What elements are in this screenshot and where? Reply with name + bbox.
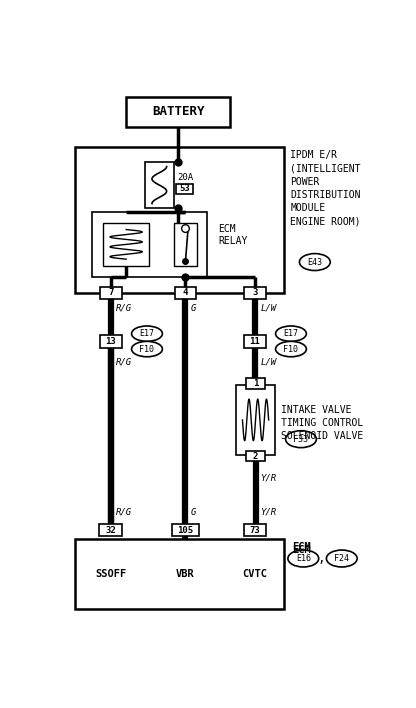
Bar xyxy=(172,524,198,536)
Bar xyxy=(246,378,265,389)
Text: 4: 4 xyxy=(183,288,188,297)
Circle shape xyxy=(182,224,189,232)
Text: Y/R: Y/R xyxy=(260,508,276,517)
Bar xyxy=(126,96,230,127)
Bar xyxy=(236,385,275,455)
Text: ECM
RELAY: ECM RELAY xyxy=(218,224,248,246)
Text: F10: F10 xyxy=(139,345,154,353)
Bar xyxy=(244,524,265,536)
Text: CVTC: CVTC xyxy=(242,569,267,579)
Text: 73: 73 xyxy=(250,525,260,535)
Text: R/G: R/G xyxy=(116,358,132,367)
Text: F24: F24 xyxy=(334,554,349,563)
Text: F10: F10 xyxy=(283,345,298,353)
Text: 2: 2 xyxy=(253,452,258,461)
Text: BATTERY: BATTERY xyxy=(152,105,204,118)
Text: E16: E16 xyxy=(296,554,311,563)
Text: R/G: R/G xyxy=(116,304,132,313)
Text: 13: 13 xyxy=(105,337,116,346)
Bar xyxy=(244,335,265,348)
Ellipse shape xyxy=(288,550,319,567)
Text: 53: 53 xyxy=(179,184,190,193)
Text: 11: 11 xyxy=(250,337,260,346)
Text: 32: 32 xyxy=(105,525,116,535)
Bar xyxy=(244,287,265,299)
Text: INTAKE VALVE
TIMING CONTROL
SOLENOID VALVE: INTAKE VALVE TIMING CONTROL SOLENOID VAL… xyxy=(281,404,363,441)
Text: ,: , xyxy=(317,552,325,565)
Text: VBR: VBR xyxy=(176,569,195,579)
Bar xyxy=(74,539,284,609)
Ellipse shape xyxy=(131,326,162,341)
Text: E43: E43 xyxy=(307,258,322,266)
Text: 7: 7 xyxy=(108,288,114,297)
Bar xyxy=(74,147,284,293)
Bar xyxy=(100,287,121,299)
Text: R/G: R/G xyxy=(116,508,132,517)
Text: 105: 105 xyxy=(177,525,193,535)
Bar xyxy=(175,287,196,299)
Text: ECM: ECM xyxy=(292,545,310,555)
Bar xyxy=(92,212,207,278)
Bar xyxy=(174,223,197,266)
Ellipse shape xyxy=(300,253,330,270)
Text: 1: 1 xyxy=(253,379,258,388)
Ellipse shape xyxy=(131,341,162,357)
Text: ECM: ECM xyxy=(292,542,310,552)
Bar xyxy=(145,162,174,208)
Bar xyxy=(176,184,193,194)
Text: 3: 3 xyxy=(252,288,258,297)
Text: F33: F33 xyxy=(293,435,309,444)
Text: Y/R: Y/R xyxy=(260,473,276,482)
Bar xyxy=(103,223,149,266)
Text: E17: E17 xyxy=(139,329,154,338)
Ellipse shape xyxy=(285,430,317,447)
Bar xyxy=(246,451,265,462)
Text: 20A: 20A xyxy=(177,173,193,182)
Text: SSOFF: SSOFF xyxy=(95,569,126,579)
Text: L/W: L/W xyxy=(260,358,276,367)
Text: G: G xyxy=(191,508,196,517)
Text: G: G xyxy=(191,304,196,313)
Text: L/W: L/W xyxy=(260,304,276,313)
Ellipse shape xyxy=(327,550,357,567)
Ellipse shape xyxy=(275,341,306,357)
Text: IPDM E/R
(INTELLIGENT
POWER
DISTRIBUTION
MODULE
ENGINE ROOM): IPDM E/R (INTELLIGENT POWER DISTRIBUTION… xyxy=(290,150,361,227)
Bar xyxy=(99,524,122,536)
Ellipse shape xyxy=(275,326,306,341)
Bar xyxy=(100,335,121,348)
Text: E17: E17 xyxy=(283,329,298,338)
